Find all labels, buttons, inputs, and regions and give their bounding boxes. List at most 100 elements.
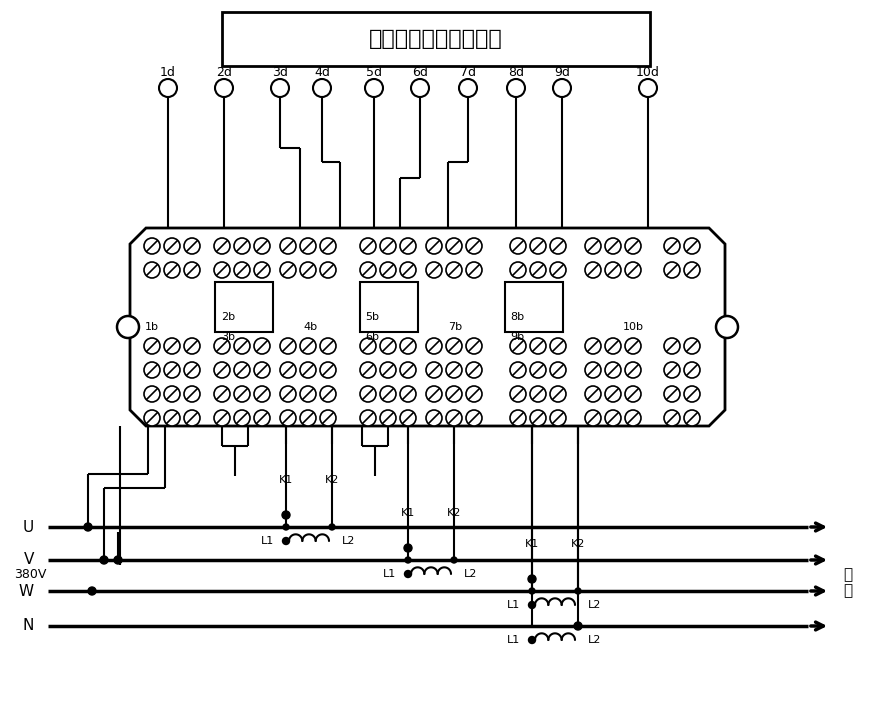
Text: 6d: 6d [412, 65, 428, 79]
Circle shape [400, 410, 416, 426]
Text: 4b: 4b [303, 322, 317, 332]
Circle shape [300, 238, 316, 254]
Circle shape [466, 386, 482, 402]
Circle shape [320, 238, 336, 254]
Circle shape [313, 79, 331, 97]
Text: 8d: 8d [508, 65, 524, 79]
Circle shape [426, 410, 442, 426]
Circle shape [234, 238, 250, 254]
Circle shape [164, 362, 180, 378]
Circle shape [530, 362, 546, 378]
Circle shape [164, 386, 180, 402]
Circle shape [605, 410, 621, 426]
Text: L1: L1 [507, 635, 520, 645]
Circle shape [404, 544, 412, 552]
Bar [215, 282, 273, 332]
Circle shape [585, 362, 601, 378]
Circle shape [254, 410, 270, 426]
Circle shape [530, 338, 546, 354]
Circle shape [234, 338, 250, 354]
Circle shape [550, 386, 566, 402]
Circle shape [280, 386, 296, 402]
Circle shape [164, 238, 180, 254]
Circle shape [254, 238, 270, 254]
Circle shape [446, 338, 462, 354]
Circle shape [664, 410, 680, 426]
Circle shape [280, 362, 296, 378]
Circle shape [234, 262, 250, 278]
Circle shape [88, 587, 96, 595]
Circle shape [300, 338, 316, 354]
Circle shape [530, 238, 546, 254]
Circle shape [664, 362, 680, 378]
Circle shape [639, 79, 657, 97]
Circle shape [254, 386, 270, 402]
Text: 3b: 3b [221, 332, 235, 342]
Text: V: V [24, 553, 34, 568]
Circle shape [320, 262, 336, 278]
Circle shape [664, 238, 680, 254]
Bar [505, 282, 563, 332]
Text: 4d: 4d [314, 65, 330, 79]
Circle shape [320, 410, 336, 426]
Circle shape [280, 338, 296, 354]
Circle shape [510, 410, 526, 426]
Circle shape [215, 79, 233, 97]
Circle shape [553, 79, 571, 97]
Circle shape [575, 588, 581, 594]
Circle shape [446, 386, 462, 402]
Circle shape [400, 238, 416, 254]
Text: W: W [19, 584, 34, 599]
Circle shape [360, 238, 376, 254]
Text: L1: L1 [383, 569, 396, 579]
Circle shape [605, 362, 621, 378]
Circle shape [214, 362, 230, 378]
Circle shape [426, 238, 442, 254]
Circle shape [320, 338, 336, 354]
Circle shape [625, 238, 641, 254]
Circle shape [234, 410, 250, 426]
Text: U: U [23, 520, 34, 535]
Circle shape [234, 362, 250, 378]
Circle shape [426, 362, 442, 378]
Text: 5d: 5d [366, 65, 382, 79]
Text: 8b: 8b [510, 312, 524, 322]
Text: K2: K2 [325, 475, 339, 485]
Circle shape [254, 338, 270, 354]
Circle shape [365, 79, 383, 97]
Circle shape [664, 338, 680, 354]
Circle shape [114, 556, 122, 564]
Text: 3d: 3d [272, 65, 288, 79]
Circle shape [625, 338, 641, 354]
Circle shape [550, 238, 566, 254]
Circle shape [300, 262, 316, 278]
Circle shape [411, 79, 429, 97]
Text: 9b: 9b [510, 332, 524, 342]
Text: K2: K2 [571, 539, 586, 549]
Circle shape [282, 511, 290, 519]
Circle shape [510, 262, 526, 278]
Circle shape [466, 338, 482, 354]
Circle shape [585, 338, 601, 354]
Circle shape [400, 362, 416, 378]
Circle shape [300, 410, 316, 426]
Text: 10d: 10d [636, 65, 660, 79]
Circle shape [164, 262, 180, 278]
Text: 9d: 9d [554, 65, 570, 79]
Circle shape [144, 386, 160, 402]
Circle shape [585, 238, 601, 254]
Circle shape [380, 362, 396, 378]
Circle shape [214, 410, 230, 426]
Circle shape [426, 386, 442, 402]
Circle shape [585, 386, 601, 402]
Circle shape [530, 262, 546, 278]
Circle shape [446, 362, 462, 378]
Circle shape [84, 523, 92, 531]
Text: L2: L2 [342, 536, 356, 546]
Circle shape [282, 538, 289, 544]
Circle shape [320, 386, 336, 402]
Circle shape [214, 262, 230, 278]
Text: 10b: 10b [622, 322, 643, 332]
Circle shape [510, 386, 526, 402]
Circle shape [426, 262, 442, 278]
